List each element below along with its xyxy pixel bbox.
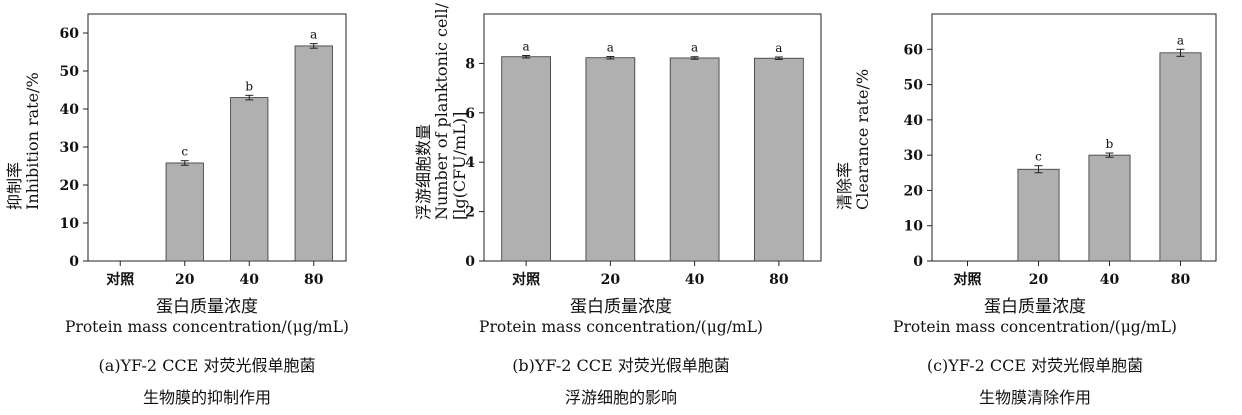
y-tick-label: 0 — [465, 254, 475, 270]
chart-c-caption-line1: (c)YF-2 CCE 对荧光假单胞菌 — [926, 356, 1144, 375]
significance-letter: a — [607, 40, 614, 54]
chart-b-x-label-cn: 蛋白质量浓度 — [570, 297, 672, 317]
bar — [1017, 168, 1060, 262]
plot-frame — [483, 13, 822, 262]
chart-c-x-label-cn: 蛋白质量浓度 — [984, 297, 1086, 317]
significance-letter: a — [523, 39, 530, 53]
x-tick-label: 80 — [304, 272, 324, 288]
bar — [165, 162, 204, 262]
y-label-line-1: 清除率 — [835, 161, 854, 210]
y-tick-label: 30 — [60, 140, 80, 156]
y-tick-label: 10 — [60, 216, 80, 232]
y-tick-label: 10 — [904, 219, 924, 235]
y-tick-label: 60 — [60, 26, 80, 42]
y-label-line-2: Number of planktonic cell/ — [432, 2, 451, 220]
bar — [230, 97, 269, 262]
chart-a-y-axis-label: 抑制率 Inhibition rate/% — [5, 72, 42, 210]
x-tick-label: 40 — [685, 272, 705, 288]
bar — [669, 57, 720, 262]
y-tick-label: 40 — [904, 113, 924, 129]
x-tick-label: 对照 — [512, 271, 540, 288]
y-label-line-1: 浮游细胞数量 — [414, 123, 433, 220]
y-label-line-2: Inhibition rate/% — [23, 72, 42, 210]
chart-a-x-label-en: Protein mass concentration/(μg/mL) — [65, 318, 349, 336]
x-tick-label: 80 — [769, 272, 789, 288]
y-label-line-2: Clearance rate/% — [853, 68, 872, 210]
y-tick-label: 60 — [904, 42, 924, 58]
significance-letter: c — [1035, 150, 1042, 164]
chart-c-caption-line2: 生物膜清除作用 — [978, 388, 1091, 407]
chart-panel-c: 0 10 20 30 40 50 60 对照 c 20 b 40 a 80 清除率 Clearance r… — [828, 0, 1242, 415]
y-tick-label: 30 — [904, 148, 924, 164]
significance-letter: a — [310, 28, 317, 42]
y-tick-label: 40 — [60, 102, 80, 118]
y-tick-label: 0 — [69, 254, 79, 270]
chart-c-y-axis-label: 清除率 Clearance rate/% — [835, 68, 872, 210]
chart-b-y-axis-label: 浮游细胞数量 Number of planktonic cell/ [lg(CF… — [414, 2, 469, 220]
significance-letter: c — [181, 145, 188, 159]
y-tick-label: 8 — [465, 56, 475, 72]
chart-b-plot: 0 2 4 6 8 a 对照 a 20 a 40 a 80 — [465, 13, 822, 288]
y-tick-label: 50 — [904, 78, 924, 94]
y-tick-label: 4 — [465, 155, 475, 171]
significance-letter: b — [245, 79, 253, 93]
y-tick-label: 0 — [913, 254, 923, 270]
significance-letter: a — [691, 41, 698, 55]
x-tick-label: 40 — [1100, 272, 1120, 288]
chart-c-x-label-en: Protein mass concentration/(μg/mL) — [893, 318, 1177, 336]
chart-a-caption-line1: (a)YF-2 CCE 对荧光假单胞菌 — [98, 356, 316, 375]
y-tick-label: 2 — [465, 205, 475, 221]
chart-c-plot: 0 10 20 30 40 50 60 对照 c 20 b 40 a 80 — [904, 13, 1217, 288]
chart-b-x-label-en: Protein mass concentration/(μg/mL) — [479, 318, 763, 336]
bar — [1088, 154, 1131, 262]
chart-a-x-label-cn: 蛋白质量浓度 — [156, 297, 258, 317]
chart-panel-b: 0 2 4 6 8 a 对照 a 20 a 40 a 80 浮游细胞数量 Number of plank… — [414, 0, 828, 415]
y-tick-label: 50 — [60, 64, 80, 80]
bar — [585, 57, 636, 262]
chart-b-caption-line1: (b)YF-2 CCE 对荧光假单胞菌 — [512, 356, 730, 375]
plot-frame — [931, 13, 1217, 262]
x-tick-label: 对照 — [106, 271, 134, 288]
y-tick-label: 6 — [465, 106, 475, 122]
x-tick-label: 40 — [240, 272, 260, 288]
chart-a-caption-line2: 生物膜的抑制作用 — [142, 388, 271, 407]
x-tick-label: 20 — [1029, 272, 1049, 288]
y-label-line-1: 抑制率 — [5, 161, 24, 210]
plot-frame — [87, 13, 347, 262]
x-tick-label: 对照 — [954, 271, 982, 288]
bar — [754, 57, 804, 262]
significance-letter: a — [1177, 33, 1184, 47]
bar — [501, 56, 551, 262]
significance-letter: b — [1106, 137, 1114, 151]
x-tick-label: 80 — [1171, 272, 1191, 288]
x-tick-label: 20 — [175, 272, 195, 288]
significance-letter: a — [775, 41, 782, 55]
y-label-line-3: [lg(CFU/mL)] — [450, 111, 469, 220]
chart-b-caption-line2: 浮游细胞的影响 — [564, 388, 677, 407]
x-tick-label: 20 — [601, 272, 621, 288]
y-tick-label: 20 — [904, 183, 924, 199]
y-tick-label: 20 — [60, 178, 80, 194]
chart-a-plot: 0 10 20 30 40 50 60 对照 c 20 b 40 a 80 — [60, 13, 347, 288]
bar — [294, 45, 333, 262]
chart-panel-a: 0 10 20 30 40 50 60 对照 c 20 b 40 a 80 抑制率 Inhibition … — [0, 0, 414, 415]
bar — [1159, 52, 1202, 262]
